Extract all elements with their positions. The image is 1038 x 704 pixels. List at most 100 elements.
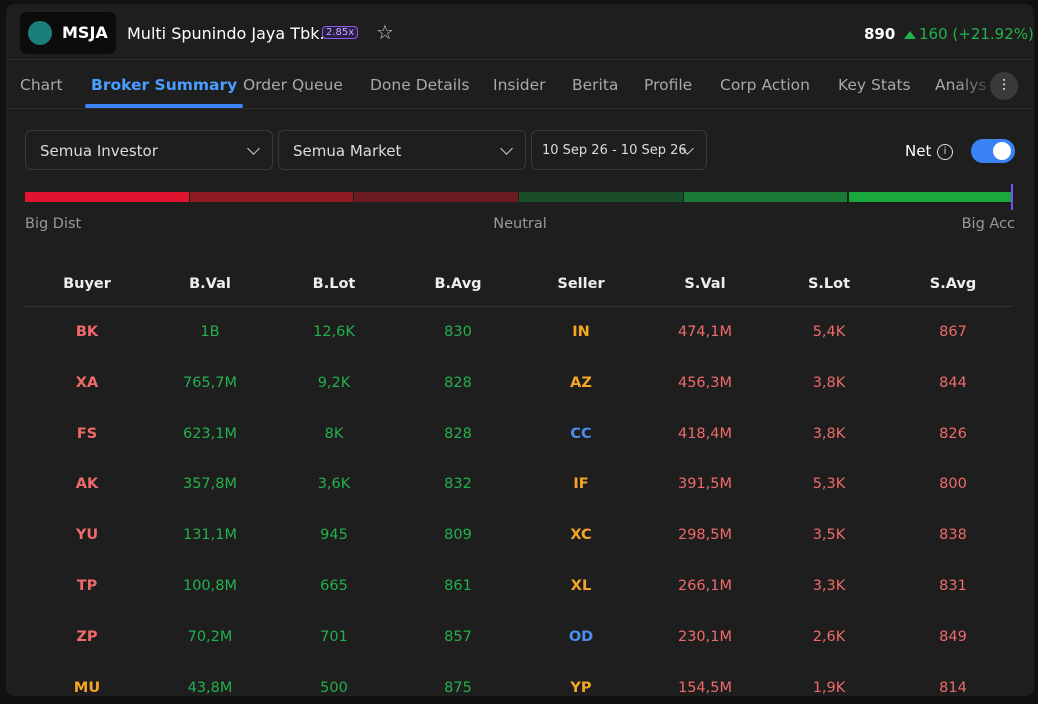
cell: 357,8M xyxy=(182,476,238,493)
cell: 800 xyxy=(939,476,967,493)
gauge-segment xyxy=(683,192,848,202)
cell: 3,8K xyxy=(812,425,846,442)
cell: 867 xyxy=(939,324,967,340)
cell: 43,8M xyxy=(187,679,233,696)
broker-code: XC xyxy=(570,527,592,544)
cell: 945 xyxy=(320,527,348,544)
cell: 857 xyxy=(444,628,472,645)
cell: 765,7M xyxy=(182,374,238,391)
cell: 828 xyxy=(444,374,472,391)
divider xyxy=(6,108,1034,109)
cell: 8K xyxy=(324,425,344,442)
cell: 418,4M xyxy=(677,425,733,442)
ticker: MSJA xyxy=(62,23,108,42)
column-header: B.Lot xyxy=(312,276,356,292)
tab[interactable]: Order Queue xyxy=(243,76,343,94)
info-icon[interactable]: i xyxy=(937,144,953,160)
column-header: S.Lot xyxy=(807,276,851,292)
tab[interactable]: Berita xyxy=(572,76,619,94)
broker-code: CC xyxy=(570,425,592,442)
logo-icon xyxy=(28,21,52,45)
cell: 500 xyxy=(320,679,348,696)
cell: 665 xyxy=(320,578,348,594)
gauge-segment xyxy=(354,192,519,202)
tab[interactable]: Broker Summary xyxy=(91,76,238,94)
cell: 2,6K xyxy=(812,628,846,645)
cell: 1B xyxy=(200,324,220,340)
gauge-segment xyxy=(848,192,1013,202)
cell: 5,3K xyxy=(812,476,846,493)
badge: 2.85x xyxy=(322,26,359,39)
tab[interactable]: Chart xyxy=(20,76,63,94)
cell: 474,1M xyxy=(677,324,733,340)
broker-code: YP xyxy=(570,679,592,696)
gauge xyxy=(25,192,1013,202)
broker-code: BK xyxy=(75,324,99,340)
cell: 3,5K xyxy=(812,527,846,544)
gauge-left: Big Dist xyxy=(25,216,82,232)
cell: 831 xyxy=(939,578,967,594)
favorite-star[interactable]: ☆ xyxy=(376,20,394,44)
gauge-segment xyxy=(25,192,189,202)
gauge-right: Big Acc xyxy=(961,216,1015,232)
cell: 875 xyxy=(444,679,472,696)
broker-code: XL xyxy=(570,578,592,594)
gauge-segment xyxy=(519,192,683,202)
cell: 826 xyxy=(939,425,967,442)
date-label: 10 Sep 26 - 10 Sep 26 xyxy=(542,143,687,158)
cell: 849 xyxy=(939,628,967,645)
gauge-segment xyxy=(189,192,354,202)
cell: 828 xyxy=(444,425,472,442)
cell: 830 xyxy=(444,324,472,340)
cell: 12,6K xyxy=(313,324,355,340)
column-header: S.Avg xyxy=(929,276,977,292)
gauge-center: Neutral xyxy=(493,216,547,232)
cell: 266,1M xyxy=(677,578,733,594)
broker-code: XA xyxy=(75,374,99,391)
logo: MSJA xyxy=(20,12,116,54)
cell: 3,6K xyxy=(317,476,351,493)
cell: 298,5M xyxy=(677,527,733,544)
cell: 861 xyxy=(444,578,472,594)
cell: 1,9K xyxy=(812,679,846,696)
broker-code: IF xyxy=(573,476,589,493)
investor-filter[interactable]: Semua Investor xyxy=(25,130,273,170)
column-header: Seller xyxy=(557,276,605,292)
broker-code: IN xyxy=(572,324,590,340)
cell: 844 xyxy=(939,374,967,391)
app: MSJA Multi Spunindo Jaya Tbk. 2.85x ☆ 89… xyxy=(6,4,1034,696)
cell: 9,2K xyxy=(317,374,351,391)
cell: 832 xyxy=(444,476,472,493)
market-filter[interactable]: Semua Market xyxy=(278,130,526,170)
broker-code: AZ xyxy=(570,374,592,391)
broker-code: OD xyxy=(568,628,594,645)
tab[interactable]: Done Details xyxy=(370,76,470,94)
broker-code: FS xyxy=(76,425,98,442)
cell: 838 xyxy=(939,527,967,544)
settings-button[interactable]: ⫶ xyxy=(990,72,1018,100)
table-divider xyxy=(25,306,1013,307)
investor-label: Semua Investor xyxy=(40,142,158,160)
net-toggle[interactable] xyxy=(971,139,1015,163)
cell: 391,5M xyxy=(677,476,733,493)
up-arrow xyxy=(904,31,916,39)
cell: 701 xyxy=(320,628,348,645)
market-label: Semua Market xyxy=(293,142,402,160)
column-header: Buyer xyxy=(63,276,111,292)
gauge-marker xyxy=(1011,184,1013,210)
date-filter[interactable]: 10 Sep 26 - 10 Sep 26 xyxy=(531,130,707,170)
column-header: S.Val xyxy=(684,276,726,292)
tab[interactable]: Insider xyxy=(493,76,546,94)
column-header: B.Val xyxy=(189,276,231,292)
divider xyxy=(6,59,1034,60)
broker-code: AK xyxy=(75,476,99,493)
tab[interactable]: Key Stats xyxy=(838,76,911,94)
net-label: Net xyxy=(905,142,932,160)
tab-underline xyxy=(85,104,243,108)
cell: 100,8M xyxy=(182,578,238,594)
broker-code: MU xyxy=(73,679,101,696)
tab[interactable]: Profile xyxy=(644,76,693,94)
cell: 623,1M xyxy=(182,425,238,442)
tab[interactable]: Corp Action xyxy=(720,76,810,94)
